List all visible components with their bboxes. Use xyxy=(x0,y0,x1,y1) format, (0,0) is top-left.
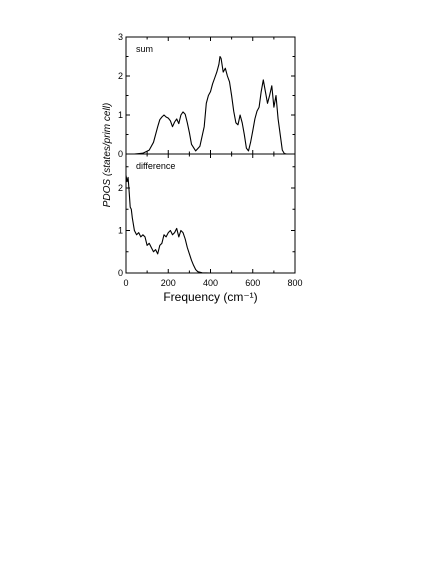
panel-sum: 0 1 2 3 sum xyxy=(118,32,296,159)
plot-frame xyxy=(125,36,296,274)
panel-difference-xtick-label: 400 xyxy=(203,278,218,288)
x-axis-label: Frequency (cm⁻¹) xyxy=(163,290,257,304)
panel-sum-tick-labels: 0 1 2 3 xyxy=(118,32,123,159)
panel-sum-series-line xyxy=(126,55,295,155)
panel-difference-ticks xyxy=(125,154,296,274)
panel-difference-tick-labels: 0 1 2 0 200 400 600 800 xyxy=(118,183,303,288)
panel-difference-xtick-label: 600 xyxy=(245,278,260,288)
y-axis-label: PDOS (states/prim cell) xyxy=(102,103,113,207)
panel-difference-ytick-label: 2 xyxy=(118,183,123,193)
panel-difference-ytick-label: 0 xyxy=(118,268,123,278)
panel-sum-ytick-label: 2 xyxy=(118,71,123,81)
panel-difference-xtick-label: 0 xyxy=(123,278,128,288)
panel-difference-xtick-label: 800 xyxy=(287,278,302,288)
panel-sum-label: sum xyxy=(136,44,153,54)
panel-difference-label: difference xyxy=(136,161,175,171)
panel-sum-ytick-label: 1 xyxy=(118,110,123,120)
panel-difference-series-line xyxy=(125,175,295,274)
panel-difference-ytick-label: 1 xyxy=(118,226,123,236)
panel-difference: 0 1 2 0 200 400 600 800 difference xyxy=(118,154,303,288)
panel-sum-ytick-label: 3 xyxy=(118,32,123,42)
panel-sum-ytick-label: 0 xyxy=(118,149,123,159)
panel-difference-xtick-label: 200 xyxy=(161,278,176,288)
